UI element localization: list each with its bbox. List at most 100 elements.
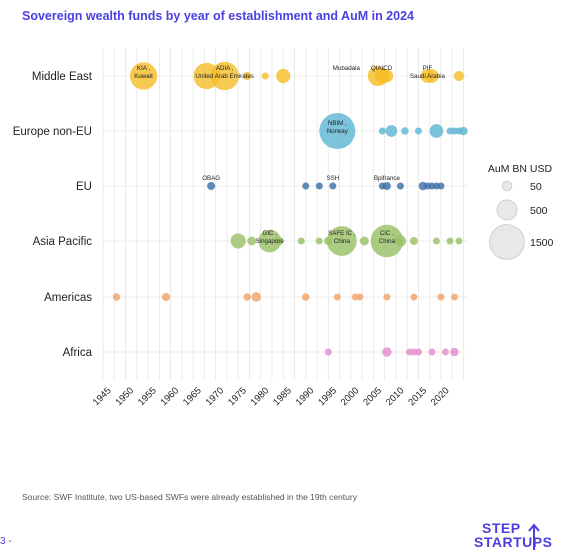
- fund-label: NBIM , Norway: [327, 120, 349, 135]
- fund-label: CIC , China: [379, 230, 396, 245]
- legend-value: 1500: [530, 237, 554, 249]
- x-tick-label: 1995: [316, 385, 339, 408]
- bubble-point: [243, 293, 251, 301]
- fund-label-line: GIC ,: [263, 230, 278, 237]
- fund-label: ICD: [382, 65, 393, 72]
- bubble-point: [429, 124, 444, 138]
- bubble-point: [276, 68, 291, 84]
- step-startups-logo: STEP STARTUPS: [474, 520, 560, 552]
- bubble-point: [129, 62, 158, 90]
- fund-label: PIF Saudi Arabia: [410, 65, 446, 80]
- fund-label: Bpifrance: [374, 175, 401, 182]
- fund-labels: KIA , Kuwait ADIA , United Arab Emirates Mub…: [134, 65, 445, 245]
- logo-line-2: STARTUPS: [474, 534, 553, 550]
- fund-label-line: NBIM ,: [328, 120, 347, 127]
- x-tick-label: 1950: [113, 385, 136, 408]
- bubble-point: [243, 71, 252, 81]
- bubble-point: [329, 182, 337, 190]
- bubble-point: [382, 347, 392, 357]
- x-tick-label: 2020: [429, 385, 452, 408]
- bubble-point: [258, 229, 282, 253]
- bubble-point: [401, 127, 409, 135]
- bubble-point: [414, 348, 422, 356]
- fund-label-line: ICD: [382, 65, 393, 72]
- fund-label-line: PIF: [423, 65, 433, 72]
- fund-label-line: China: [334, 238, 351, 245]
- legend-value: 500: [530, 205, 548, 217]
- step-arrow-icon: [528, 523, 540, 550]
- bubble-point: [324, 348, 332, 356]
- bubble-point: [382, 181, 391, 191]
- grid: [102, 48, 468, 380]
- fund-label-line: QIA ,: [371, 65, 385, 72]
- fund-label: SAFE IC , China: [328, 230, 356, 245]
- x-tick-label: 2010: [384, 385, 407, 408]
- bubble-point: [453, 70, 465, 82]
- x-tick-label: 2015: [406, 385, 429, 408]
- bubble-point: [274, 236, 284, 246]
- page-number: 3 -: [0, 536, 12, 547]
- category-label: Europe non-EU: [13, 126, 92, 138]
- bubble-layer: [112, 61, 468, 357]
- legend-title: AuM BN USD: [488, 163, 553, 175]
- fund-label: OBAG: [202, 175, 220, 182]
- bubble-point: [441, 348, 449, 356]
- bubble-point: [302, 182, 310, 190]
- x-tick-label: 1980: [249, 385, 272, 408]
- bubble-point: [319, 113, 356, 149]
- bubble-point: [409, 236, 418, 246]
- legend-bubble: [496, 199, 518, 221]
- fund-label-line: Singapore: [256, 238, 285, 245]
- bubble-point: [437, 182, 445, 190]
- bubble-point: [378, 127, 386, 135]
- legend-bubble: [489, 224, 525, 260]
- bubble-chart: KIA , Kuwait ADIA , United Arab Emirates Mub…: [13, 48, 554, 408]
- fund-label-line: United Arab Emirates: [195, 73, 253, 80]
- bubble-point: [450, 347, 459, 357]
- fund-label-line: Bpifrance: [374, 175, 401, 182]
- x-tick-label: 1970: [204, 385, 227, 408]
- fund-label-line: Mubadala: [333, 65, 361, 72]
- fund-label: QIA ,: [371, 65, 385, 72]
- legend-bubble: [501, 180, 513, 192]
- bubble-point: [112, 293, 121, 301]
- bubble-point: [432, 237, 440, 245]
- bubble-point: [459, 126, 468, 136]
- bubble-point: [359, 236, 369, 246]
- x-tick-label: 2005: [361, 385, 384, 408]
- bubble-point: [302, 293, 310, 301]
- fund-label-line: OBAG: [202, 175, 220, 182]
- bubble-point: [315, 237, 323, 245]
- bubble-point: [455, 237, 463, 245]
- category-label: Middle East: [32, 71, 93, 83]
- fund-label-line: SAFE IC ,: [328, 230, 356, 237]
- bubble-point: [450, 293, 458, 301]
- fund-label-line: China: [379, 238, 396, 245]
- bubble-point: [425, 69, 439, 83]
- bubble-point: [251, 292, 261, 302]
- x-tick-label: 1990: [294, 385, 317, 408]
- bubble-point: [230, 233, 246, 249]
- bubble-point: [207, 181, 216, 191]
- x-tick-label: 1955: [136, 385, 159, 408]
- fund-label-line: Kuwait: [134, 73, 153, 80]
- bubble-point: [410, 293, 418, 301]
- source-note: Source: SWF Institute, two US-based SWFs…: [22, 492, 357, 502]
- category-label: Africa: [63, 347, 93, 359]
- bubble-point: [383, 293, 391, 301]
- bubble-point: [385, 125, 398, 137]
- bubble-point: [428, 348, 436, 356]
- bubble-point: [333, 293, 341, 301]
- fund-label-line: Norway: [327, 128, 349, 135]
- bubble-point: [261, 72, 269, 80]
- chart-title: Sovereign wealth funds by year of establ…: [22, 9, 414, 23]
- bubble-point: [380, 69, 394, 83]
- fund-label: KIA , Kuwait: [134, 65, 153, 80]
- category-label: Americas: [44, 292, 92, 304]
- fund-label-line: CIC ,: [380, 230, 394, 237]
- bubble-point: [210, 61, 239, 91]
- logo-line-1: STEP: [482, 520, 521, 536]
- bubble-point: [326, 226, 357, 256]
- fund-label-line: ADIA ,: [216, 65, 234, 72]
- x-tick-label: 1945: [91, 385, 114, 408]
